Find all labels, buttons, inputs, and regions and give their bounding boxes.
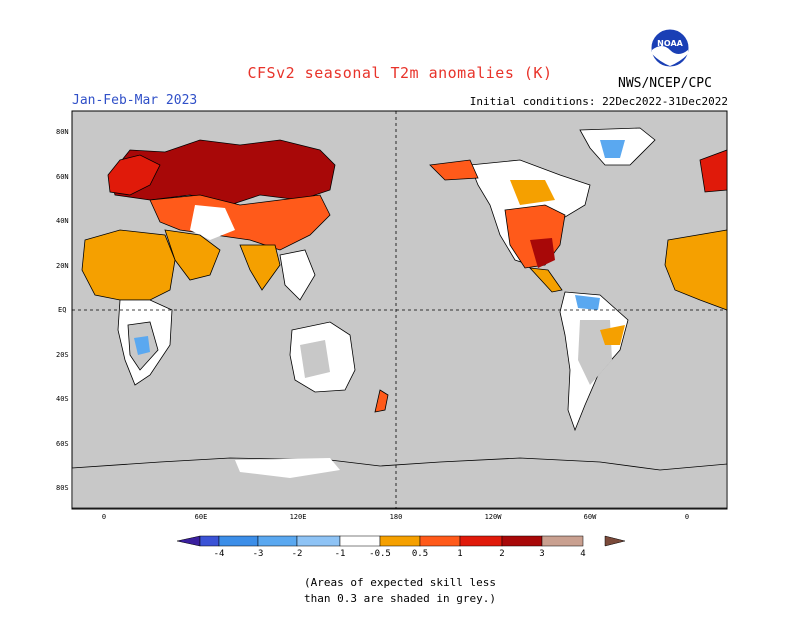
lon-labels: 0 60E 120E 180 120W 60W 0 <box>102 513 689 521</box>
legend-tick: -1 <box>335 549 346 559</box>
land-africa-north <box>81 229 176 301</box>
land-central-america <box>528 267 563 293</box>
lat-label: 40S <box>56 395 69 403</box>
chart-title: CFSv2 seasonal T2m anomalies (K) <box>247 64 553 82</box>
legend-swatch <box>459 535 503 547</box>
land-s-america-orange <box>600 325 625 345</box>
lat-label: 40N <box>56 217 69 225</box>
legend-tick: -2 <box>292 549 303 559</box>
land-eurasia-north <box>109 139 336 206</box>
legend-tick: 4 <box>580 549 585 559</box>
lat-label: 60N <box>56 173 69 181</box>
land-antarctica-white <box>235 458 340 478</box>
legend-swatch <box>419 535 461 547</box>
legend-ticks: -4 -3 -2 -1 -0.5 0.5 1 2 3 4 <box>214 549 586 559</box>
land-asia-white <box>190 205 235 240</box>
legend-swatch <box>379 535 421 547</box>
legend-swatch <box>296 535 341 547</box>
legend-tick: 3 <box>539 549 544 559</box>
legend-swatch <box>257 535 298 547</box>
legend-tick: -0.5 <box>369 549 391 559</box>
land-layer <box>71 127 728 509</box>
forecast-period: Jan-Feb-Mar 2023 <box>72 93 198 108</box>
lat-label: EQ <box>58 306 66 314</box>
lon-label: 120W <box>485 513 503 521</box>
logo-text: NOAA <box>657 39 683 48</box>
land-usa-dark <box>530 238 555 268</box>
noaa-logo-icon: NOAA <box>650 28 690 68</box>
lat-label: 20S <box>56 351 69 359</box>
land-africa-right <box>664 229 728 311</box>
lat-labels: 80N 60N 40N 20N EQ 20S 40S 60S 80S <box>56 128 69 492</box>
land-australia-grey <box>300 340 330 378</box>
skill-footnote: (Areas of expected skill less than 0.3 a… <box>303 576 497 605</box>
land-nz <box>374 389 389 413</box>
land-canada-orange <box>510 180 555 205</box>
land-india <box>239 244 281 291</box>
legend-tick: 1 <box>457 549 462 559</box>
organization-label: NWS/NCEP/CPC <box>618 76 712 91</box>
land-greenland-blue <box>600 140 625 158</box>
legend-tick: 2 <box>499 549 504 559</box>
lon-label: 120E <box>290 513 307 521</box>
land-alaska <box>429 159 479 181</box>
lat-label: 60S <box>56 440 69 448</box>
legend-swatch <box>501 535 543 547</box>
land-se-asia <box>279 249 316 301</box>
land-europe-right <box>699 149 728 193</box>
lon-label: 0 <box>102 513 106 521</box>
legend-swatch <box>541 535 584 547</box>
legend-bar <box>176 535 626 547</box>
legend-tick: -4 <box>214 549 225 559</box>
land-antarctica <box>71 457 728 509</box>
land-africa-blue <box>134 336 150 355</box>
lon-label: 60W <box>584 513 597 521</box>
lon-label: 60E <box>195 513 208 521</box>
land-europe <box>107 154 161 196</box>
legend-min-arrow <box>176 535 201 547</box>
legend-swatch <box>199 535 220 547</box>
legend-tick: 0.5 <box>412 549 428 559</box>
legend-swatch <box>218 535 259 547</box>
legend-swatch <box>339 535 381 547</box>
legend-max-arrow <box>604 535 626 547</box>
lat-label: 80N <box>56 128 69 136</box>
lat-label: 80S <box>56 484 69 492</box>
legend-tick: -3 <box>253 549 264 559</box>
initial-conditions: Initial conditions: 22Dec2022-31Dec2022 <box>469 95 728 108</box>
lat-label: 20N <box>56 262 69 270</box>
lon-label: 180 <box>390 513 403 521</box>
land-s-america-blue <box>575 295 600 310</box>
lon-label: 0 <box>685 513 689 521</box>
